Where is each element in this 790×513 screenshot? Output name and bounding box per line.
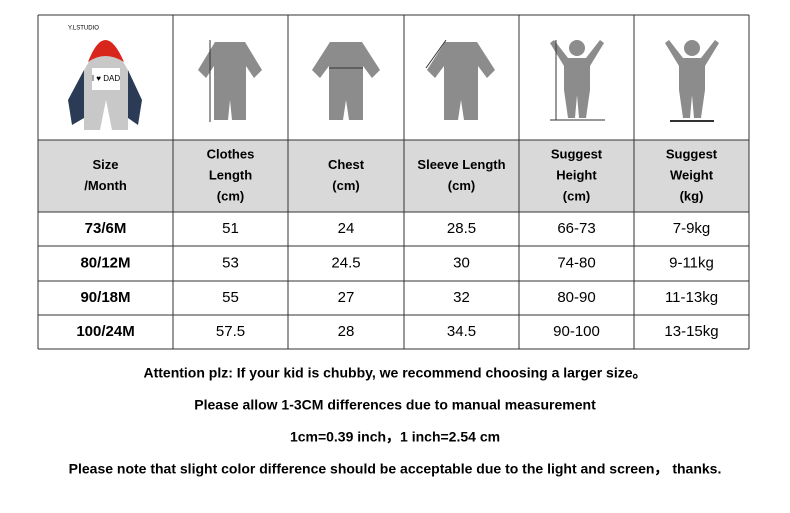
weight-icon: [665, 40, 719, 122]
height-icon: [550, 40, 605, 121]
cell-value: 7-9kg: [673, 220, 711, 237]
table-grid: [37, 14, 750, 350]
note: Attention plz: If your kid is chubby, we…: [143, 365, 646, 381]
cell-value: 9-11kg: [669, 254, 714, 271]
cell-value: 13-15kg: [664, 323, 718, 340]
header-label: Clothes: [207, 146, 255, 161]
clothes-length-icon: [198, 40, 262, 122]
header-label: Chest: [328, 157, 365, 172]
header-label: (kg): [680, 188, 704, 203]
product-photo: I ♥ DAD Y.LSTUDIO: [68, 26, 142, 130]
brand-label: Y.LSTUDIO: [68, 26, 99, 32]
cell-value: 30: [453, 254, 470, 271]
cell-value: 57.5: [216, 323, 245, 340]
cell-value: 90-100: [553, 323, 600, 340]
cell-value: 80-90: [557, 289, 595, 306]
cell-value: 24.5: [331, 254, 360, 271]
header-label: Length: [209, 167, 252, 182]
cell-value: 24: [338, 220, 355, 237]
size-label: 90/18M: [80, 289, 130, 306]
header-label: Sleeve Length: [417, 157, 505, 172]
header-label: Suggest: [666, 146, 718, 161]
cell-value: 51: [222, 220, 239, 237]
header-label: (cm): [563, 188, 590, 203]
svg-text:I ♥ DAD: I ♥ DAD: [92, 74, 121, 83]
cell-value: 74-80: [557, 254, 595, 271]
cell-value: 53: [222, 254, 239, 271]
note: Please allow 1-3CM differences due to ma…: [194, 397, 596, 413]
header-label: (cm): [332, 178, 359, 193]
cell-value: 11-13kg: [665, 289, 718, 306]
header-label: (cm): [448, 178, 475, 193]
size-label: 100/24M: [76, 323, 134, 340]
cell-value: 27: [338, 289, 355, 306]
note: 1cm=0.39 inch，1 inch=2.54 cm: [290, 429, 500, 445]
size-label: 80/12M: [80, 254, 130, 271]
cell-value: 66-73: [557, 220, 595, 237]
chest-icon: [312, 42, 380, 120]
sleeve-icon: [425, 39, 495, 120]
cell-value: 28: [338, 323, 355, 340]
cell-value: 28.5: [447, 220, 476, 237]
header-label: Weight: [670, 167, 714, 182]
header-label: Size: [92, 157, 118, 172]
header-label: /Month: [84, 178, 127, 193]
note: Please note that slight color difference…: [69, 461, 722, 477]
header-label: Height: [556, 167, 597, 182]
header-label: (cm): [217, 188, 244, 203]
cell-value: 55: [222, 289, 239, 306]
cell-value: 34.5: [447, 323, 476, 340]
header-label: Suggest: [551, 146, 603, 161]
cell-value: 32: [453, 289, 470, 306]
header-background: [38, 140, 749, 212]
size-label: 73/6M: [85, 220, 127, 237]
